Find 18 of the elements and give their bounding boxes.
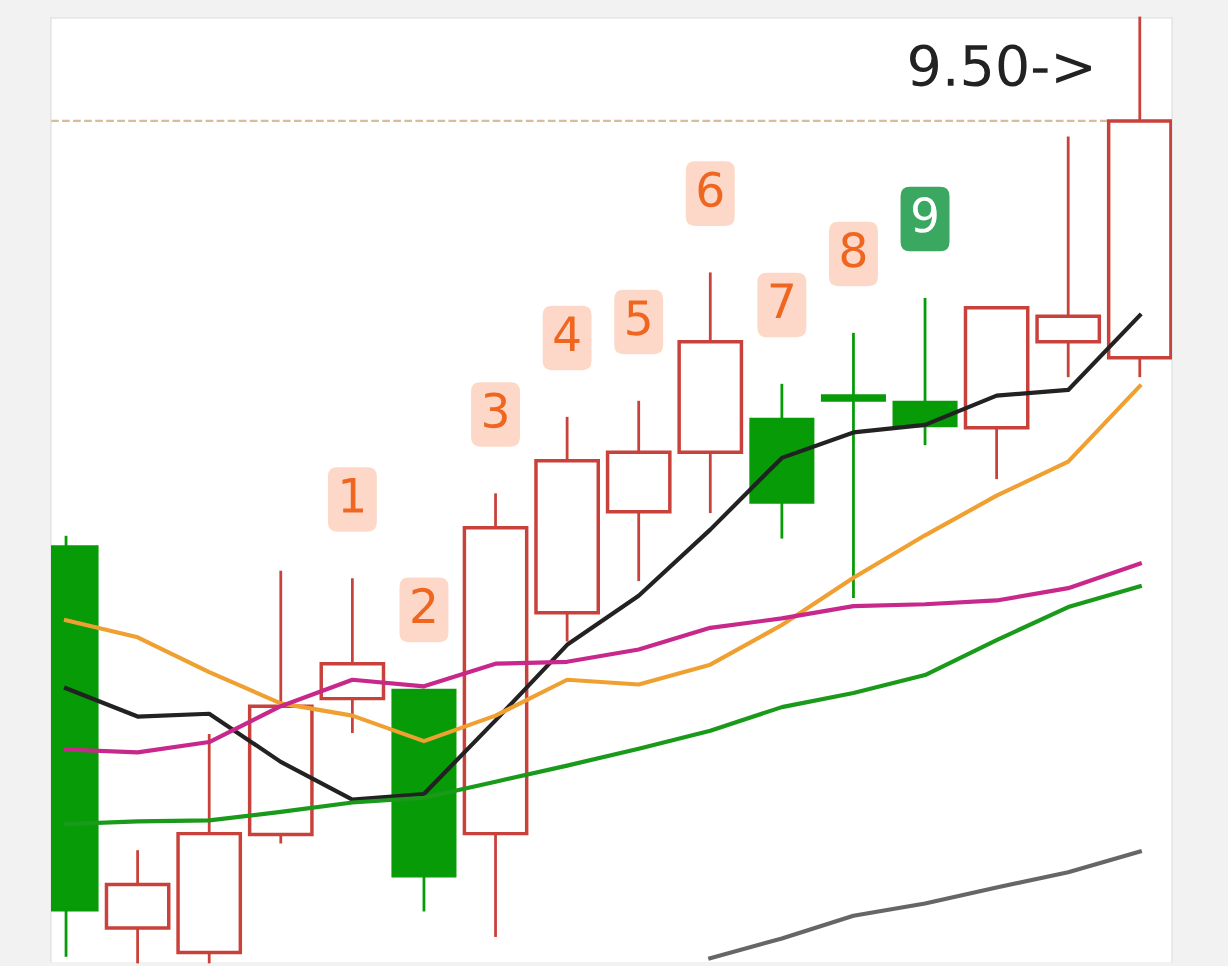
annotation: 9.50-> <box>910 44 1091 87</box>
annotation: 6 <box>698 171 723 208</box>
annotation: 9 <box>912 197 937 233</box>
annotation: 3 <box>484 392 507 429</box>
annotation: 4 <box>554 316 580 352</box>
annotation: 2 <box>412 587 435 623</box>
candlestick <box>1035 136 1102 378</box>
annotation: 7 <box>770 283 793 319</box>
candlestick <box>605 400 672 582</box>
candlestick <box>820 332 886 599</box>
candlestick <box>534 416 600 642</box>
candlestick <box>677 272 744 514</box>
annotation: 5 <box>627 300 650 336</box>
candlestick <box>247 570 314 844</box>
annotation: 8 <box>841 231 866 268</box>
candlestick <box>749 383 815 539</box>
annotation: 1 <box>342 478 364 513</box>
candlestick <box>462 493 529 937</box>
